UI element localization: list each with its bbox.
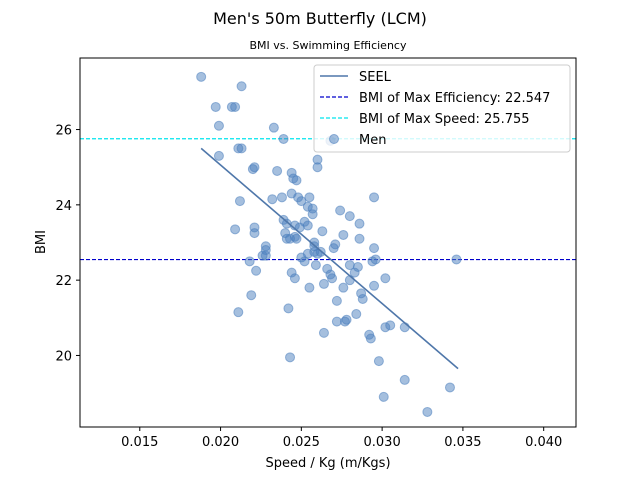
data-point-90 — [283, 303, 294, 314]
x-tick-label-4: 0.035 — [444, 435, 481, 450]
data-point-26 — [267, 194, 278, 205]
data-point-103 — [373, 356, 384, 367]
data-point-95 — [341, 314, 352, 325]
data-point-32 — [354, 218, 365, 229]
data-point-76 — [289, 273, 300, 284]
data-point-98 — [399, 322, 410, 333]
data-point-42 — [354, 233, 365, 244]
x-tick-label-5: 0.040 — [525, 435, 562, 450]
data-point-89 — [357, 293, 368, 304]
legend-box — [313, 64, 571, 153]
data-point-43 — [230, 224, 241, 235]
y-tick-label-1: 22 — [55, 274, 72, 289]
legend-seel-label: SEEL — [359, 70, 392, 85]
data-point-50 — [291, 233, 302, 244]
data-point-59 — [260, 250, 271, 261]
x-tick-label-1: 0.020 — [202, 435, 239, 450]
data-point-20 — [276, 192, 287, 203]
x-tick-label-0: 0.015 — [121, 435, 158, 450]
data-point-91 — [351, 309, 362, 320]
data-point-85 — [338, 282, 349, 293]
data-point-78 — [327, 273, 338, 284]
data-point-97 — [385, 320, 396, 331]
data-point-0 — [196, 71, 207, 82]
data-point-41 — [338, 229, 349, 240]
data-point-9 — [268, 122, 279, 133]
data-point-45 — [249, 228, 260, 239]
legend-max-speed-label: BMI of Max Speed: 25.755 — [359, 112, 530, 127]
data-point-23 — [296, 196, 307, 207]
data-point-33 — [369, 192, 380, 203]
data-point-30 — [335, 205, 346, 216]
legend-men-swatch — [329, 134, 339, 144]
data-point-56 — [328, 243, 339, 254]
data-point-15 — [249, 162, 260, 173]
data-point-92 — [233, 307, 244, 318]
chart-subtitle: BMI vs. Swimming Efficiency — [250, 39, 407, 52]
data-point-6 — [213, 150, 224, 161]
data-point-88 — [331, 295, 342, 306]
data-point-16 — [272, 165, 283, 176]
data-point-69 — [244, 256, 255, 267]
data-point-2 — [213, 120, 224, 131]
data-point-99 — [318, 327, 329, 338]
x-tick-label-2: 0.025 — [283, 435, 320, 450]
seel-line — [200, 147, 459, 370]
data-point-68 — [451, 254, 462, 265]
data-point-40 — [317, 226, 328, 237]
y-axis: 20 22 24 26 — [55, 124, 80, 364]
data-point-84 — [304, 282, 315, 293]
data-point-10 — [278, 133, 289, 144]
y-tick-label-0: 20 — [55, 349, 72, 364]
data-point-79 — [318, 278, 329, 289]
data-point-74 — [251, 265, 262, 276]
data-point-39 — [302, 220, 313, 231]
y-tick-label-3: 26 — [55, 124, 72, 139]
data-point-57 — [369, 243, 380, 254]
legend-men-label: Men — [359, 133, 386, 148]
x-tick-label-3: 0.030 — [364, 435, 401, 450]
data-point-87 — [369, 280, 380, 291]
data-point-104 — [399, 374, 410, 385]
y-axis-label: BMI — [34, 230, 49, 254]
data-point-29 — [307, 209, 318, 220]
x-axis: 0.015 0.020 0.025 0.030 0.035 0.040 — [121, 427, 562, 450]
data-point-25 — [234, 196, 245, 207]
data-point-81 — [349, 267, 360, 278]
data-point-13 — [312, 162, 323, 173]
data-point-31 — [344, 211, 355, 222]
chart-title: Men's 50m Butterfly (LCM) — [213, 9, 427, 28]
data-point-24 — [304, 192, 315, 203]
legend-max-efficiency-label: BMI of Max Efficiency: 22.547 — [359, 91, 550, 106]
legend: SEEL BMI of Max Efficiency: 22.547 BMI o… — [313, 64, 571, 153]
data-point-106 — [378, 391, 389, 402]
data-point-82 — [380, 273, 391, 284]
data-point-8 — [236, 143, 247, 154]
plot-area — [80, 71, 576, 417]
data-point-101 — [365, 333, 376, 344]
data-point-83 — [246, 290, 257, 301]
data-point-1 — [210, 101, 221, 112]
x-axis-label: Speed / Kg (m/Kgs) — [265, 456, 390, 471]
data-point-70 — [310, 260, 321, 271]
data-point-107 — [422, 406, 433, 417]
y-tick-label-2: 24 — [55, 199, 72, 214]
plot-frame — [79, 57, 577, 428]
data-point-102 — [285, 352, 296, 363]
data-point-4 — [230, 101, 241, 112]
data-point-67 — [370, 254, 381, 265]
data-point-5 — [236, 81, 247, 92]
data-point-105 — [444, 382, 455, 393]
data-point-19 — [291, 175, 302, 186]
